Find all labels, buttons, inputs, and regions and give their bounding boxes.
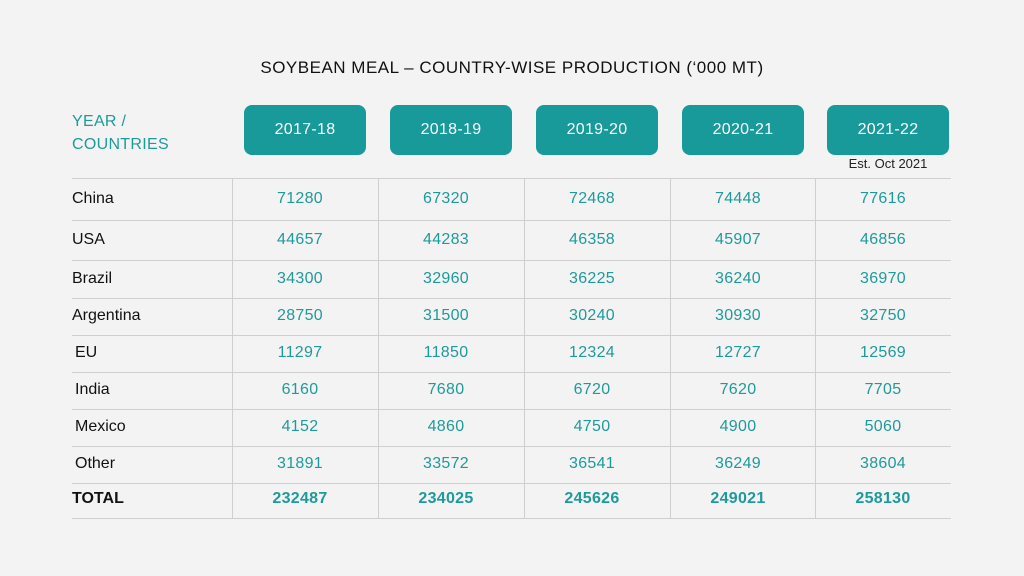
table-cell: 36249 — [715, 455, 761, 472]
table-cell: 28750 — [277, 307, 323, 324]
year-header-2019-20: 2019-20 — [536, 105, 658, 155]
total-label: TOTAL — [72, 490, 124, 507]
table-cell: 33572 — [423, 455, 469, 472]
table-cell: 36225 — [569, 270, 615, 287]
year-header-2018-19: 2018-19 — [390, 105, 512, 155]
country-label: Argentina — [72, 307, 141, 324]
table-cell: 45907 — [715, 231, 761, 248]
table-cell: 4900 — [719, 418, 757, 435]
table-cell: 12727 — [715, 344, 761, 361]
table-cell: 12324 — [569, 344, 615, 361]
table-cell: 5060 — [864, 418, 902, 435]
table-cell: 46856 — [860, 231, 906, 248]
row-divider — [72, 260, 951, 261]
table-cell: 32750 — [860, 307, 906, 324]
row-divider — [72, 372, 951, 373]
column-divider — [524, 178, 525, 519]
table-cell: 7705 — [864, 381, 902, 398]
column-divider — [232, 178, 233, 519]
country-label: Mexico — [75, 418, 126, 435]
year-header-2020-21: 2020-21 — [682, 105, 804, 155]
country-label: India — [75, 381, 110, 398]
country-label: Other — [75, 455, 116, 472]
row-header-line-2: COUNTRIES — [72, 136, 169, 153]
row-divider — [72, 518, 951, 519]
country-label: USA — [72, 231, 105, 248]
table-cell: 67320 — [423, 190, 469, 207]
column-divider — [815, 178, 816, 519]
table-cell: 36970 — [860, 270, 906, 287]
table-cell: 44283 — [423, 231, 469, 248]
table-cell: 31500 — [423, 307, 469, 324]
table-cell: 71280 — [277, 190, 323, 207]
total-cell: 232487 — [272, 490, 328, 507]
table-cell: 6160 — [281, 381, 319, 398]
country-label: EU — [75, 344, 98, 361]
total-cell: 249021 — [710, 490, 766, 507]
table-cell: 36541 — [569, 455, 615, 472]
table-cell: 72468 — [569, 190, 615, 207]
table-cell: 4750 — [573, 418, 611, 435]
table-cell: 36240 — [715, 270, 761, 287]
table-cell: 30240 — [569, 307, 615, 324]
table-cell: 7620 — [719, 381, 757, 398]
table-cell: 12569 — [860, 344, 906, 361]
row-header-line-1: YEAR / — [72, 113, 127, 130]
row-divider — [72, 446, 951, 447]
page-title: SOYBEAN MEAL – COUNTRY-WISE PRODUCTION (… — [260, 58, 764, 77]
table-cell: 31891 — [277, 455, 323, 472]
year-header-2021-22: 2021-22 — [827, 105, 949, 155]
table-cell: 46358 — [569, 231, 615, 248]
table-cell: 34300 — [277, 270, 323, 287]
table-cell: 32960 — [423, 270, 469, 287]
column-divider — [378, 178, 379, 519]
table-cell: 44657 — [277, 231, 323, 248]
table-cell: 38604 — [860, 455, 906, 472]
table-cell: 30930 — [715, 307, 761, 324]
table-cell: 74448 — [715, 190, 761, 207]
total-cell: 258130 — [855, 490, 911, 507]
row-divider — [72, 335, 951, 336]
table-cell: 11850 — [423, 344, 469, 361]
year-header-2017-18: 2017-18 — [244, 105, 366, 155]
row-divider — [72, 220, 951, 221]
row-divider — [72, 178, 951, 179]
estimate-note: Est. Oct 2021 — [848, 156, 928, 171]
column-divider — [670, 178, 671, 519]
row-divider — [72, 483, 951, 484]
row-divider — [72, 298, 951, 299]
table-cell: 4860 — [427, 418, 465, 435]
table-cell: 4152 — [281, 418, 319, 435]
row-header-label: YEAR / COUNTRIES — [72, 110, 169, 156]
total-cell: 234025 — [418, 490, 474, 507]
table-cell: 6720 — [573, 381, 611, 398]
table-cell: 7680 — [427, 381, 465, 398]
total-cell: 245626 — [564, 490, 620, 507]
table-cell: 77616 — [860, 190, 906, 207]
row-divider — [72, 409, 951, 410]
table-cell: 11297 — [277, 344, 323, 361]
country-label: Brazil — [72, 270, 113, 287]
country-label: China — [72, 190, 114, 207]
